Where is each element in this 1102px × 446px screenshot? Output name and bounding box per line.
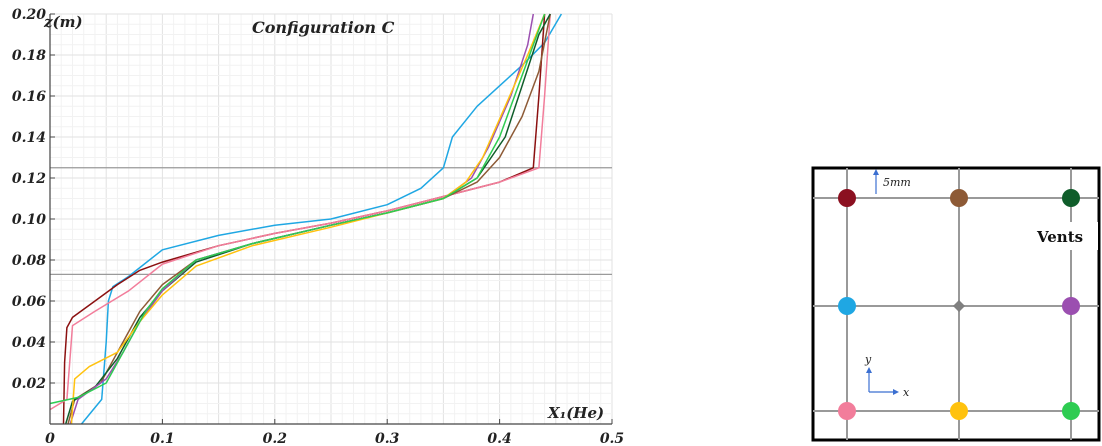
y-tick-label: 0.08 — [12, 253, 46, 269]
vent-dot-middle-left — [838, 297, 856, 315]
x-tick-label: 0.5 — [600, 431, 624, 446]
y-tick-label: 0.18 — [12, 48, 46, 64]
x-axis-symbol: x — [903, 386, 910, 399]
reference-lines — [50, 167, 612, 276]
y-tick-label: 0.14 — [12, 130, 46, 146]
series-line-7 — [70, 13, 546, 425]
vent-dot-top-left — [838, 189, 856, 207]
vents-label-bg — [1034, 222, 1098, 250]
y-tick-label: 0.02 — [12, 376, 46, 392]
vent-dot-bottom-center — [950, 402, 968, 420]
axes — [49, 13, 613, 425]
y-tick-label: 0.04 — [12, 335, 46, 351]
x-tick-label: 0.4 — [487, 431, 511, 446]
spacing-label: 5mm — [883, 176, 911, 189]
vent-layout-inset: 5mm Vents x y — [811, 166, 1101, 442]
series-line-3 — [49, 13, 551, 411]
y-axis-symbol: y — [864, 353, 872, 366]
vents-label: Vents — [1036, 228, 1083, 246]
vent-dot-bottom-left — [838, 402, 856, 420]
grid — [49, 13, 613, 425]
x-tick-label: 0.3 — [375, 431, 400, 446]
x-axis-label: X₁(He) — [547, 404, 604, 422]
y-tick-label: 0.06 — [12, 294, 46, 310]
y-tick-label: 0.20 — [12, 7, 46, 23]
x-tick-label: 0.1 — [150, 431, 174, 446]
y-tick-label: 0.12 — [12, 171, 46, 187]
tick-labels: 0 0.1 0.2 0.3 0.4 0.5 0.02 0.04 0.06 0.08 0.10 0.12… — [12, 7, 624, 446]
vent-dot-top-right — [1062, 189, 1080, 207]
series-line-8 — [49, 13, 546, 405]
x-axis-arrow-head — [893, 389, 899, 395]
x-tick-label: 0.2 — [263, 431, 288, 446]
x-tick-label: 0 — [45, 431, 55, 446]
vent-dot-bottom-right — [1062, 402, 1080, 420]
y-tick-label: 0.16 — [12, 89, 46, 105]
series-line-1 — [80, 13, 563, 425]
y-axis-arrow-head — [866, 367, 872, 373]
series-group — [49, 13, 563, 425]
vent-dot-top-center — [950, 189, 968, 207]
y-axis-label: z(m) — [43, 13, 83, 31]
y-tick-label: 0.10 — [12, 212, 46, 228]
spacing-arrow-head — [873, 169, 879, 175]
center-diamond — [953, 300, 965, 312]
vent-dot-middle-right — [1062, 297, 1080, 315]
chart-title: Configuration C — [252, 18, 395, 37]
